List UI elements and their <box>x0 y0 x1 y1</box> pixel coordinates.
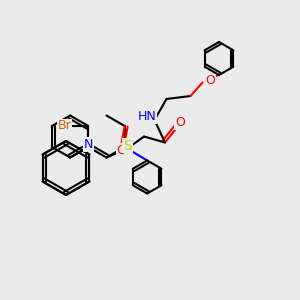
Text: S: S <box>123 139 132 152</box>
Text: O: O <box>205 74 215 88</box>
Text: HN: HN <box>138 110 156 124</box>
Text: Br: Br <box>57 119 71 133</box>
Text: O: O <box>117 143 127 157</box>
Text: N: N <box>84 138 93 151</box>
Text: N: N <box>123 140 132 154</box>
Text: O: O <box>175 116 185 130</box>
